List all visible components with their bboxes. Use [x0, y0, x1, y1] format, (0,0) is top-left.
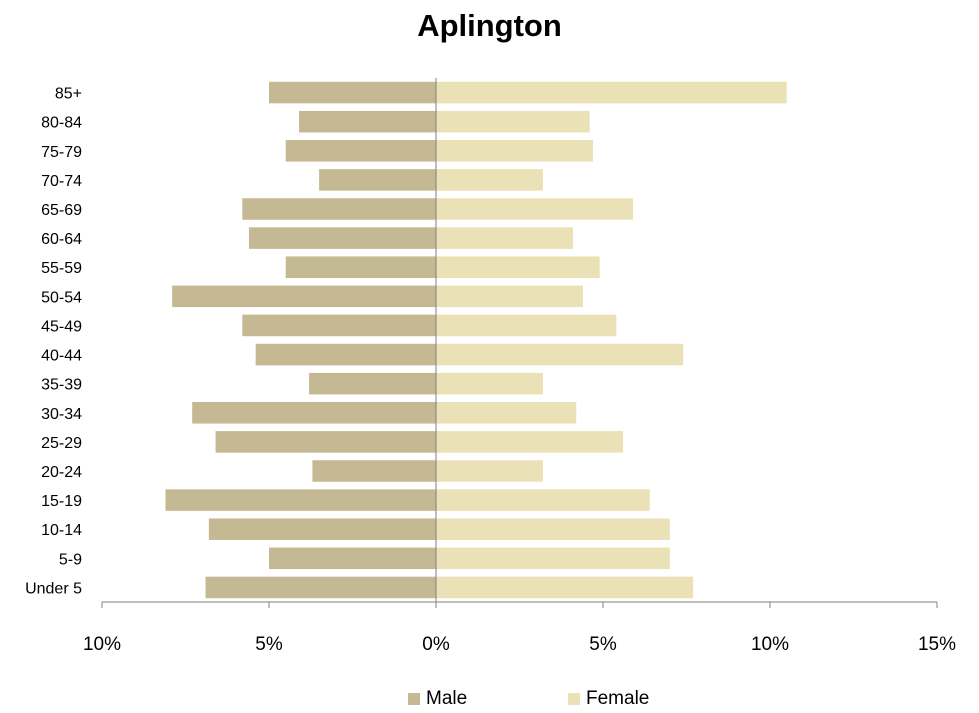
chart-title: Aplington: [417, 8, 562, 43]
bar-female-65-69: [436, 198, 634, 220]
bar-male-70-74: [319, 169, 436, 191]
bar-male-25-29: [215, 431, 436, 453]
bar-female-85+: [436, 81, 787, 104]
bar-female-10-14: [436, 518, 670, 540]
bar-female-20-24: [436, 460, 543, 482]
bar-female-50-54: [436, 285, 583, 308]
bar-male-20-24: [312, 460, 436, 482]
bar-male-5-9: [269, 547, 436, 570]
bar-female-30-34: [436, 402, 577, 424]
x-tick-label: 0%: [422, 634, 450, 655]
bar-female-45-49: [436, 314, 617, 337]
bar-female-55-59: [436, 256, 600, 278]
category-label: 25-29: [41, 435, 82, 452]
category-label: 35-39: [41, 377, 82, 394]
bar-female-60-64: [436, 227, 573, 249]
legend-label-male: Male: [426, 688, 468, 709]
category-label: 55-59: [41, 260, 82, 277]
bar-female-70-74: [436, 169, 543, 191]
category-label: 20-24: [41, 464, 82, 481]
bars-group: [165, 81, 787, 599]
bar-male-75-79: [285, 140, 436, 162]
x-tick-label: 10%: [751, 634, 789, 655]
legend-item-female: Female: [568, 688, 649, 710]
category-label: 75-79: [41, 144, 82, 161]
x-tick-label: 5%: [589, 634, 617, 655]
legend-swatch-female: [568, 693, 580, 705]
bar-female-80-84: [436, 110, 590, 133]
category-label: 15-19: [41, 493, 82, 510]
bar-female-75-79: [436, 140, 593, 162]
category-label: 5-9: [59, 551, 82, 568]
bar-male-50-54: [172, 285, 436, 308]
category-label: 10-14: [41, 522, 82, 539]
x-tick-label: 15%: [918, 634, 956, 655]
category-label: 60-64: [41, 231, 82, 248]
x-tick-label: 10%: [83, 634, 121, 655]
category-label: 70-74: [41, 173, 82, 190]
x-tick-label: 5%: [255, 634, 283, 655]
category-label: 30-34: [41, 406, 82, 423]
bar-female-40-44: [436, 343, 684, 366]
bar-male-under-5: [205, 576, 436, 599]
bar-male-55-59: [285, 256, 436, 278]
legend-swatch-male: [408, 693, 420, 705]
bar-male-45-49: [242, 314, 436, 337]
bar-female-5-9: [436, 547, 670, 570]
bar-male-85+: [269, 81, 436, 104]
category-label: 50-54: [41, 289, 82, 306]
x-axis: 10% 5% 0% 5% 10% 15%: [83, 601, 956, 655]
bar-male-80-84: [299, 110, 436, 133]
category-labels: Under 5 5-9 10-14 15-19 20-24 25-29 30-34 35-39…: [25, 86, 82, 598]
bar-female-25-29: [436, 431, 624, 453]
bar-male-30-34: [192, 402, 436, 424]
bar-female-15-19: [436, 489, 650, 511]
category-label: 80-84: [41, 115, 82, 132]
bar-male-15-19: [165, 489, 436, 511]
bar-male-35-39: [309, 372, 436, 395]
bar-male-60-64: [248, 227, 436, 249]
category-label: 85+: [55, 86, 82, 103]
bar-male-10-14: [208, 518, 436, 540]
category-label: Under 5: [25, 580, 82, 597]
category-label: 45-49: [41, 318, 82, 335]
legend-label-female: Female: [586, 688, 650, 709]
bar-male-65-69: [242, 198, 436, 220]
legend-item-male: Male: [408, 688, 467, 710]
bar-female-under-5: [436, 576, 694, 599]
category-label: 65-69: [41, 202, 82, 219]
category-label: 40-44: [41, 348, 82, 365]
bar-male-40-44: [255, 343, 436, 366]
bar-female-35-39: [436, 372, 543, 395]
